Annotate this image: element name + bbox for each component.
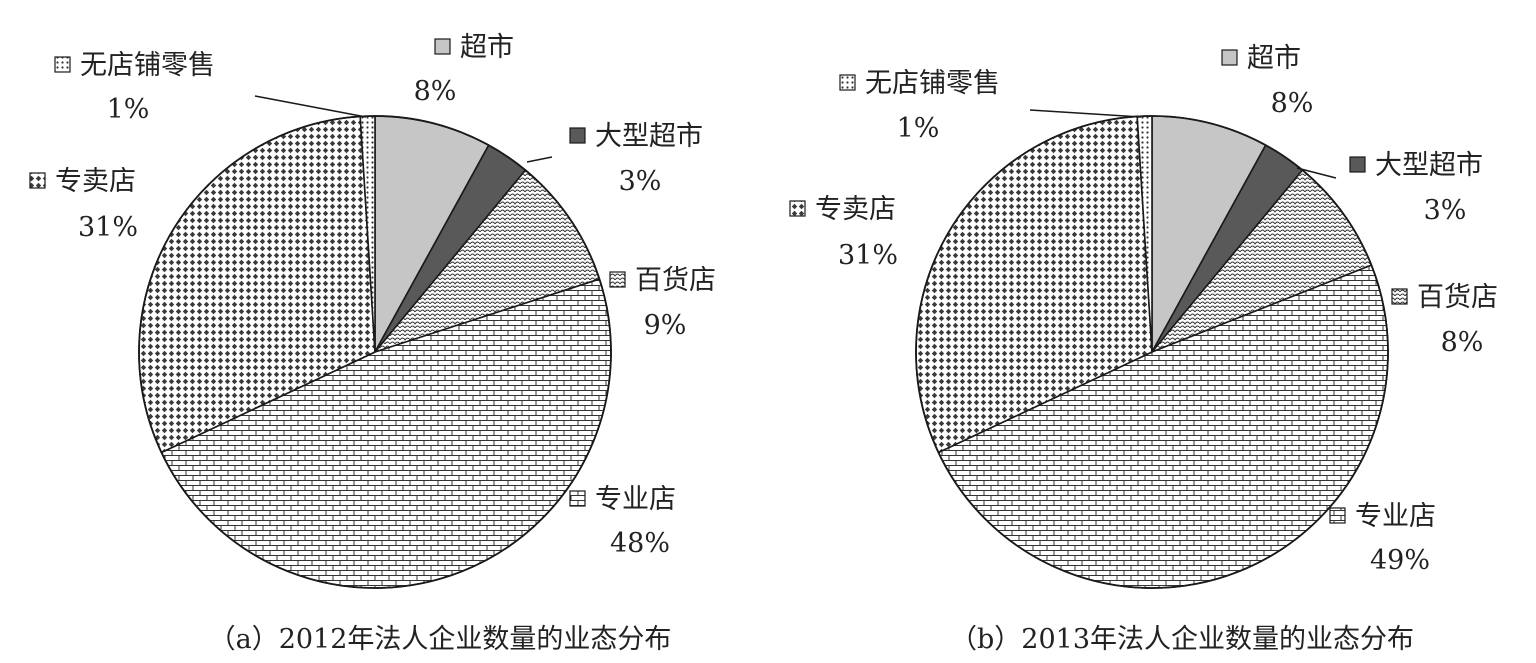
slice-value-specialty-store-2013: 49%: [1370, 545, 1430, 576]
legend-swatch-exclusive-store-2013: [789, 200, 806, 217]
leader-line-hypermarket-2013: [1296, 167, 1337, 179]
legend-swatch-exclusive-store-2012: [29, 172, 46, 189]
slice-label-specialty-store-2012: 专业店: [595, 484, 676, 515]
pie-chart-2013: 超市 8% 大型超市 3% 百货店 8% 专业店 49% 专卖店 31% 无店铺零售 1% （b）201…: [789, 43, 1498, 655]
slice-label-hypermarket-2013: 大型超市: [1375, 150, 1483, 181]
slice-label-department-store-2013: 百货店: [1417, 282, 1498, 313]
legend-swatch-supermarket-2013: [1221, 49, 1238, 66]
legend-swatch-supermarket-2012: [434, 38, 451, 55]
slice-value-non-store-retail-2013: 1%: [897, 113, 940, 144]
slice-label-exclusive-store-2012: 专卖店: [55, 166, 136, 197]
legend-swatch-hypermarket-2012: [569, 127, 586, 144]
slice-value-specialty-store-2012: 48%: [610, 528, 670, 559]
leader-line-non-store-retail-2012: [254, 95, 367, 118]
leader-line-non-store-retail-2013: [1029, 109, 1142, 118]
slice-value-hypermarket-2012: 3%: [619, 166, 662, 197]
legend-swatch-non-store-retail-2012: [54, 56, 71, 73]
slice-value-department-store-2012: 9%: [644, 310, 687, 341]
pie-outline-2012: [138, 115, 612, 589]
slice-value-hypermarket-2013: 3%: [1424, 195, 1467, 226]
legend-swatch-department-store-2013: [1391, 288, 1408, 305]
legend-swatch-specialty-store-2012: [569, 490, 586, 507]
chart-caption-2013: （b）2013年法人企业数量的业态分布: [950, 624, 1414, 655]
slice-label-department-store-2012: 百货店: [635, 265, 716, 296]
slice-label-hypermarket-2012: 大型超市: [595, 121, 703, 152]
leader-line-hypermarket-2012: [526, 156, 553, 163]
slice-label-exclusive-store-2013: 专卖店: [815, 194, 896, 225]
pie-chart-2012: 超市8% 大型超市 3% 百货店 9% 专业店 48% 专卖店 31% 无店铺零售 1% （a）201…: [29, 32, 716, 655]
slice-value-supermarket-2012: 8%: [414, 76, 457, 107]
legend-swatch-hypermarket-2013: [1349, 156, 1366, 173]
slice-label-non-store-retail-2013: 无店铺零售: [865, 68, 1000, 99]
slice-label-non-store-retail-2012: 无店铺零售: [80, 50, 215, 81]
slice-label-specialty-store-2013: 专业店: [1355, 501, 1436, 532]
slice-value-exclusive-store-2013: 31%: [838, 240, 898, 271]
chart-caption-2012: （a）2012年法人企业数量的业态分布: [209, 624, 672, 655]
pie-outline-2013: [915, 115, 1389, 589]
legend-swatch-specialty-store-2013: [1329, 507, 1346, 524]
slice-value-department-store-2013: 8%: [1441, 327, 1484, 358]
slice-value-supermarket-2013: 8%: [1271, 88, 1314, 119]
legend-swatch-non-store-retail-2013: [839, 74, 856, 91]
slice-value-non-store-retail-2012: 1%: [107, 94, 150, 125]
slice-label-supermarket-2012: 超市: [460, 32, 514, 63]
slice-value-exclusive-store-2012: 31%: [78, 212, 138, 243]
legend-swatch-department-store-2012: [609, 271, 626, 288]
slice-label-supermarket-2013: 超市: [1247, 43, 1301, 74]
